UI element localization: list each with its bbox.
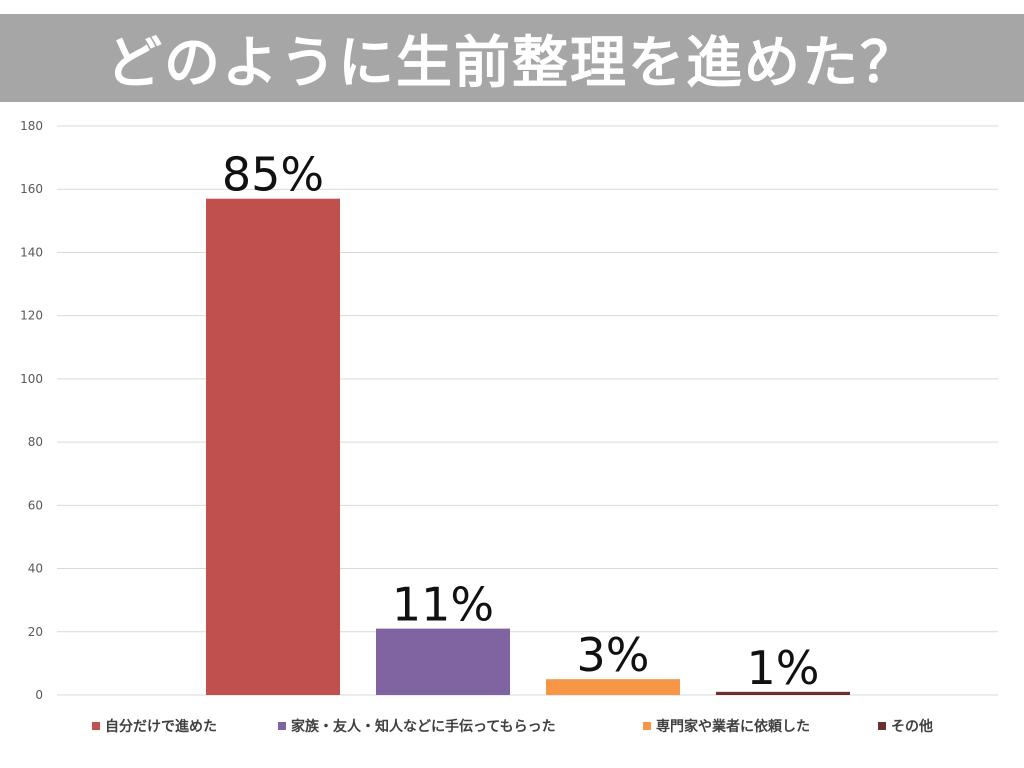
legend-label: 専門家や業者に依頼した: [656, 719, 810, 735]
y-tick-label: 40: [28, 562, 43, 576]
y-tick-label: 0: [35, 688, 43, 702]
title-banner: どのように生前整理を進めた？: [0, 14, 1024, 102]
chart-title: どのように生前整理を進めた？: [106, 30, 918, 96]
chart-legend: 自分だけで進めた 家族・友人・知人などに手伝ってもらった 専門家や業者に依頼した その…: [0, 716, 1024, 736]
y-tick-label: 160: [20, 182, 43, 196]
data-label: 11%: [392, 578, 494, 632]
y-tick-label: 180: [20, 119, 43, 133]
legend-item: 家族・友人・知人などに手伝ってもらった: [278, 716, 556, 736]
y-tick-label: 120: [20, 309, 43, 323]
data-label: 85%: [222, 148, 324, 202]
y-tick-label: 100: [20, 372, 43, 386]
y-tick-label: 80: [28, 435, 43, 449]
legend-label: その他: [891, 719, 933, 735]
legend-item: 専門家や業者に依頼した: [643, 716, 810, 736]
bar: [206, 198, 340, 695]
y-tick-label: 140: [20, 245, 43, 259]
bar: [716, 691, 850, 695]
bar: [376, 628, 510, 695]
legend-swatch: [278, 722, 286, 730]
legend-label: 家族・友人・知人などに手伝ってもらった: [291, 719, 556, 735]
data-label: 3%: [577, 628, 650, 682]
y-tick-label: 20: [28, 625, 43, 639]
legend-item: 自分だけで進めた: [92, 716, 217, 736]
y-tick-label: 60: [28, 498, 43, 512]
legend-swatch: [878, 722, 886, 730]
legend-swatch: [92, 722, 100, 730]
bar: [546, 679, 680, 695]
legend-item: その他: [878, 716, 933, 736]
legend-label: 自分だけで進めた: [105, 719, 217, 735]
legend-swatch: [643, 722, 651, 730]
data-label: 1%: [747, 641, 820, 695]
